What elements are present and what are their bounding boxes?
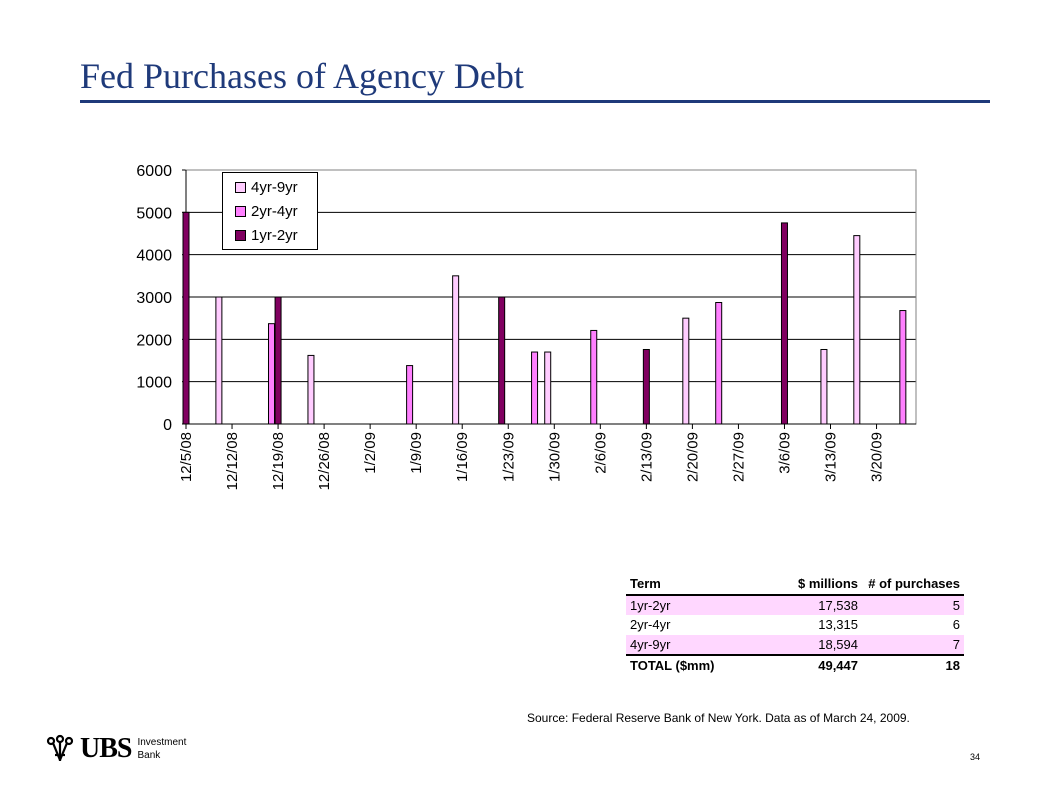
x-tick-label: 1/30/09 bbox=[546, 432, 563, 482]
total-purchases: 18 bbox=[862, 654, 964, 676]
x-tick-label: 12/19/08 bbox=[270, 432, 287, 490]
bar bbox=[780, 222, 788, 425]
header-millions: $ millions bbox=[760, 574, 862, 596]
x-tick-label: 1/16/09 bbox=[454, 432, 471, 482]
logo-line-2: Bank bbox=[137, 750, 161, 761]
y-tick-label: 1000 bbox=[136, 375, 172, 392]
bar bbox=[274, 296, 282, 425]
x-tick-label: 12/26/08 bbox=[316, 432, 333, 490]
row-term: 1yr-2yr bbox=[626, 594, 760, 615]
y-tick-label: 6000 bbox=[136, 163, 172, 180]
bar bbox=[498, 296, 506, 425]
slide-title: Fed Purchases of Agency Debt bbox=[80, 56, 524, 96]
bar bbox=[899, 310, 907, 425]
y-tick-label: 4000 bbox=[136, 248, 172, 265]
x-tick-label: 3/13/09 bbox=[823, 432, 840, 482]
header-purchases: # of purchases bbox=[862, 574, 964, 596]
table-row: 4yr-9yr 18,594 7 bbox=[626, 634, 964, 655]
bar bbox=[642, 348, 650, 425]
bar bbox=[544, 351, 552, 425]
x-tick-label: 2/27/09 bbox=[730, 432, 747, 482]
y-tick-label: 5000 bbox=[136, 205, 172, 222]
x-tick-label: 2/20/09 bbox=[684, 432, 701, 482]
bar bbox=[182, 211, 190, 425]
legend-swatch-4yr-9yr bbox=[235, 181, 246, 193]
legend-swatch-2yr-4yr bbox=[235, 205, 246, 217]
table-header-row: Term $ millions # of purchases bbox=[626, 574, 964, 596]
legend-item-2yr-4yr: 2yr-4yr bbox=[235, 201, 298, 221]
page-number: 34 bbox=[970, 752, 981, 762]
row-millions: 18,594 bbox=[760, 634, 862, 655]
source-note: Source: Federal Reserve Bank of New York… bbox=[527, 711, 910, 725]
table-total-row: TOTAL ($mm) 49,447 18 bbox=[626, 654, 964, 676]
bar bbox=[307, 354, 315, 425]
legend-label-1yr-2yr: 1yr-2yr bbox=[251, 226, 298, 244]
bar bbox=[853, 235, 861, 425]
bar-chart: 0 1000 2000 3000 4000 5000 6000 12/5/08 12/12/08… bbox=[136, 163, 917, 490]
table-row: 1yr-2yr 17,538 5 bbox=[626, 594, 964, 615]
row-purchases: 7 bbox=[862, 634, 964, 655]
chart-legend: 4yr-9yr 2yr-4yr 1yr-2yr bbox=[222, 172, 318, 250]
row-term: 4yr-9yr bbox=[626, 634, 760, 655]
bar bbox=[820, 348, 828, 425]
legend-swatch-1yr-2yr bbox=[235, 229, 246, 241]
table-row: 2yr-4yr 13,315 6 bbox=[626, 615, 964, 635]
header-term: Term bbox=[626, 574, 760, 596]
x-tick-label: 12/5/08 bbox=[178, 432, 195, 482]
bar bbox=[452, 275, 460, 425]
x-tick-label: 3/20/09 bbox=[869, 432, 886, 482]
ubs-wordmark: UBS bbox=[80, 733, 132, 764]
bar bbox=[682, 317, 690, 425]
x-tick-label: 1/2/09 bbox=[362, 432, 379, 474]
row-term: 2yr-4yr bbox=[630, 617, 671, 633]
total-term: TOTAL ($mm) bbox=[626, 654, 760, 676]
ubs-logo: UBS Investment Bank bbox=[44, 733, 186, 765]
purchases-summary-table: Term $ millions # of purchases 1yr-2yr 1… bbox=[626, 574, 964, 676]
y-tick-label: 3000 bbox=[136, 290, 172, 307]
y-tick-label: 0 bbox=[163, 417, 172, 434]
legend-item-4yr-9yr: 4yr-9yr bbox=[235, 177, 298, 197]
x-tick-label: 1/23/09 bbox=[500, 432, 517, 482]
bar bbox=[267, 323, 275, 425]
total-millions: 49,447 bbox=[760, 654, 862, 676]
bar bbox=[715, 302, 723, 425]
x-tick-label: 2/13/09 bbox=[638, 432, 655, 482]
legend-label-4yr-9yr: 4yr-9yr bbox=[251, 178, 298, 196]
legend-label-2yr-4yr: 2yr-4yr bbox=[251, 202, 298, 220]
x-tick-label: 2/6/09 bbox=[592, 432, 609, 474]
bar bbox=[215, 296, 223, 425]
x-tick-label: 3/6/09 bbox=[776, 432, 793, 474]
logo-subtitle: Investment Bank bbox=[137, 736, 186, 762]
row-millions: 13,315 bbox=[818, 617, 858, 633]
y-tick-label: 2000 bbox=[136, 332, 172, 349]
logo-line-1: Investment bbox=[137, 737, 187, 748]
bar bbox=[531, 351, 539, 425]
row-purchases: 6 bbox=[952, 617, 960, 633]
row-purchases: 5 bbox=[862, 594, 964, 615]
legend-item-1yr-2yr: 1yr-2yr bbox=[235, 225, 298, 245]
bar bbox=[406, 365, 414, 425]
row-millions: 17,538 bbox=[760, 594, 862, 615]
bar bbox=[590, 329, 598, 425]
x-tick-label: 12/12/08 bbox=[224, 432, 241, 490]
title-underline bbox=[80, 100, 990, 103]
x-tick-label: 1/9/09 bbox=[408, 432, 425, 474]
ubs-keys-icon bbox=[46, 734, 74, 761]
